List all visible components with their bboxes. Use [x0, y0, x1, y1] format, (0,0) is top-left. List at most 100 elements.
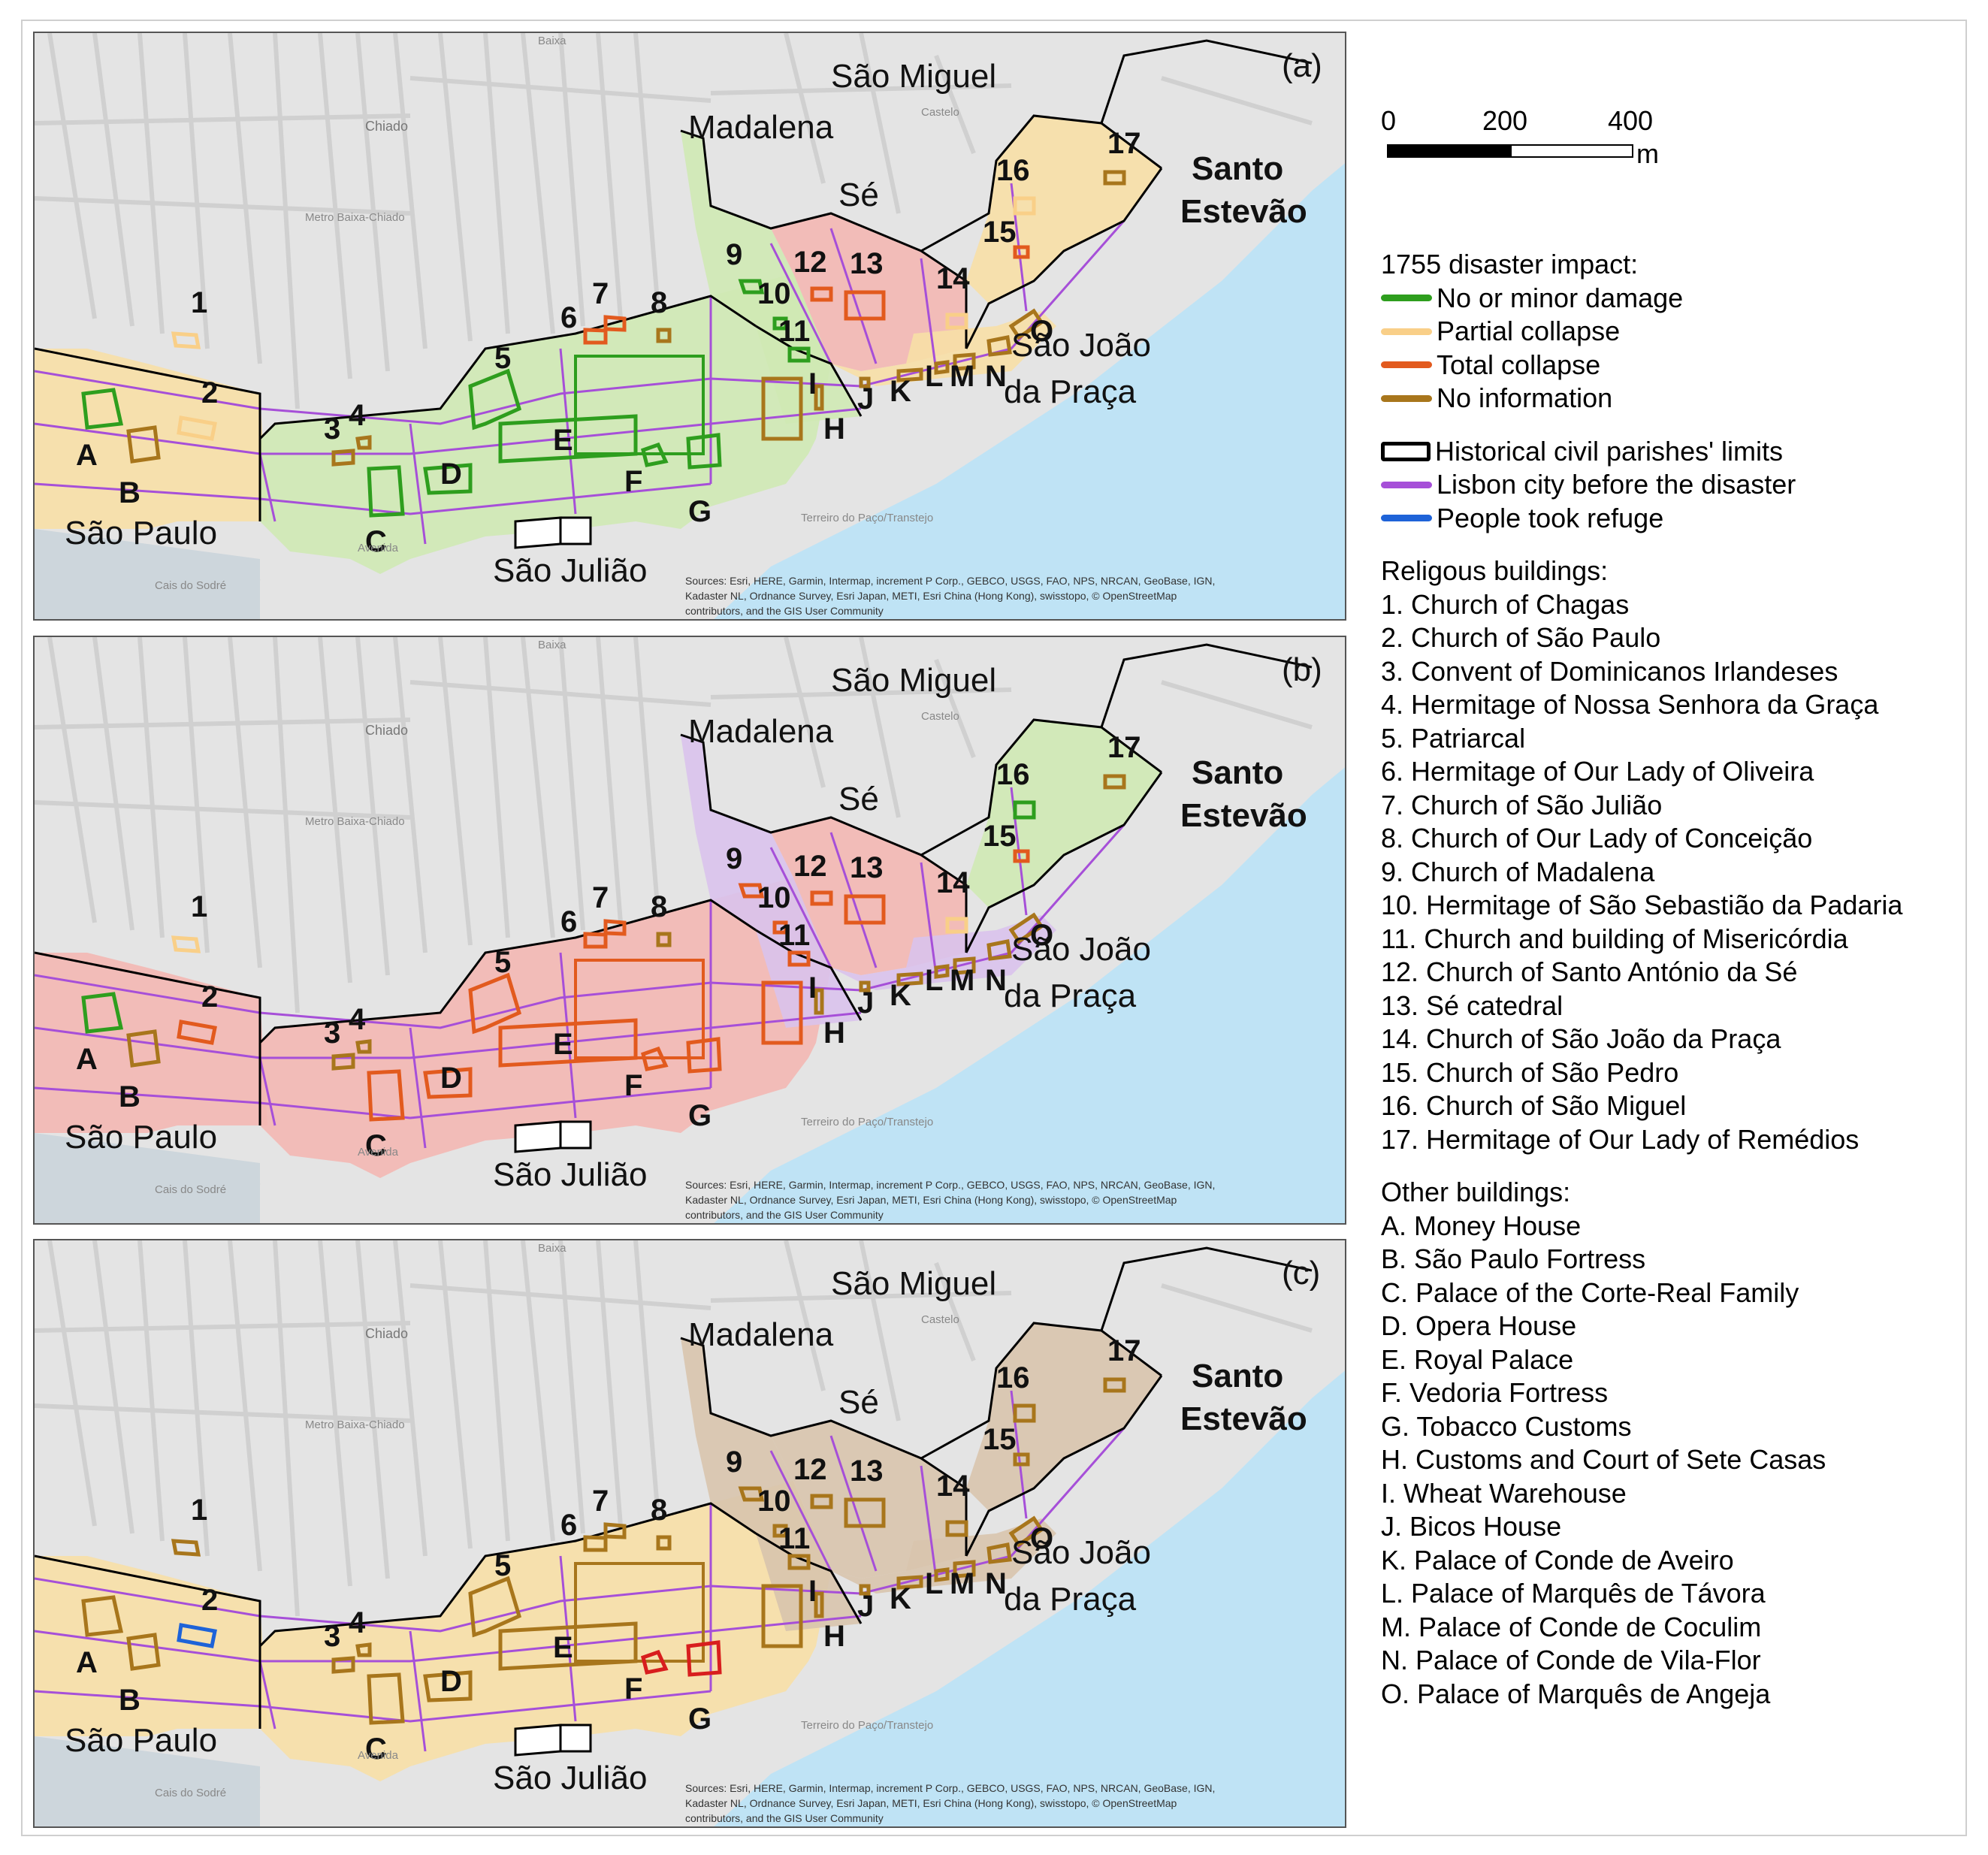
street — [1161, 680, 1313, 730]
building-C — [367, 465, 405, 518]
city-street — [829, 228, 878, 364]
building-label-K: K — [890, 979, 911, 1012]
scale-bar-white — [1510, 144, 1633, 158]
city-street — [258, 1057, 276, 1126]
street — [47, 33, 97, 319]
parish-label: São Paulo — [65, 515, 217, 551]
building-label-8: 8 — [651, 1494, 667, 1527]
basemap-label-chiado: Chiado — [365, 1326, 408, 1341]
legend-impact-item: No information — [1381, 382, 1967, 415]
building-A — [81, 1595, 124, 1637]
legend-impact-item-label: No information — [1437, 382, 1613, 413]
sources-attribution: Kadaster NL, Ordnance Survey, Esri Japan… — [685, 1797, 1177, 1809]
building-label-G: G — [688, 495, 712, 528]
waterfront-building — [559, 516, 592, 545]
legend-religious-item-label: 1. Church of Chagas — [1381, 588, 1630, 620]
building-label-4: 4 — [349, 1606, 366, 1639]
building-label-B: B — [119, 1684, 140, 1717]
waterfront-building — [559, 1120, 592, 1150]
city-street — [829, 832, 878, 968]
building-2 — [177, 1020, 217, 1045]
street — [355, 637, 390, 976]
parish-limit — [755, 1532, 863, 1624]
street — [409, 76, 712, 103]
street — [521, 1240, 555, 1542]
city-street — [35, 1086, 712, 1119]
zone-madalena — [681, 1338, 861, 1631]
building-J — [859, 376, 871, 388]
legend-other-item-label: L. Palace of Marquês de Távora — [1381, 1578, 1766, 1609]
building-17 — [1103, 1377, 1126, 1393]
building-label-11: 11 — [778, 315, 810, 348]
building-4 — [355, 435, 372, 450]
building-6 — [583, 328, 608, 345]
street-grid — [35, 33, 1313, 584]
building-label-J: J — [857, 986, 874, 1020]
legend: 1755 disaster impact: No or minor damage… — [1381, 248, 1967, 1711]
legend-religious-item: 8. Church of Our Lady of Conceição — [1381, 822, 1967, 856]
legend-religious-item: 6. Hermitage of Our Lady of Oliveira — [1381, 755, 1967, 789]
city-street — [559, 1555, 577, 1722]
building-label-C: C — [365, 1129, 387, 1162]
legend-religious-item-label: 7. Church of São Julião — [1381, 789, 1663, 820]
building-label-K: K — [890, 1582, 911, 1615]
legend-other-item: O. Palace of Marquês de Angeja — [1381, 1678, 1967, 1711]
building-H — [761, 376, 803, 441]
sources-attribution: contributors, and the GIS User Community — [685, 1812, 884, 1824]
building-label-I: I — [808, 1575, 817, 1608]
building-5 — [468, 972, 522, 1035]
legend-line-item-label: Lisbon city before the disaster — [1437, 469, 1796, 500]
building-6 — [583, 1535, 608, 1552]
building-7 — [603, 315, 627, 332]
street — [438, 1240, 473, 1549]
building-label-10: 10 — [757, 277, 791, 310]
legend-religious-item-label: 14. Church of São João da Praça — [1381, 1023, 1781, 1054]
parish-limit — [920, 1322, 1162, 1460]
street — [35, 1321, 411, 1333]
city-street — [769, 847, 832, 968]
street — [633, 33, 660, 312]
legend-religious-item: 15. Church of São Pedro — [1381, 1056, 1967, 1090]
parish-label: Estevão — [1180, 797, 1307, 834]
city-street — [920, 1465, 938, 1579]
legend-other-item-label: M. Palace of Conde de Coculim — [1381, 1611, 1762, 1642]
panel-tag-b: (b) — [1282, 651, 1322, 688]
legend-religious-item: 4. Hermitage of Nossa Senhora da Graça — [1381, 688, 1967, 722]
building-label-13: 13 — [850, 851, 884, 884]
legend-other-item: I. Wheat Warehouse — [1381, 1477, 1967, 1511]
legend-other-item-label: K. Palace of Conde de Aveiro — [1381, 1544, 1734, 1576]
parish-label: Santo — [1192, 754, 1283, 791]
basemap-label-baixa: Baixa — [538, 639, 566, 651]
parish-label: Santo — [1192, 150, 1283, 187]
building-label-4: 4 — [349, 399, 366, 432]
building-2 — [177, 1623, 217, 1648]
building-D — [423, 463, 473, 495]
parish-limit — [35, 951, 261, 1125]
basemap-label-metro: Metro Baixa-Chiado — [305, 211, 405, 224]
building-3 — [331, 449, 355, 467]
legend-impact-title: 1755 disaster impact: — [1381, 249, 1639, 279]
zone-madalena — [681, 735, 861, 1028]
building-label-G: G — [688, 1702, 712, 1736]
building-1 — [171, 331, 201, 349]
city-street — [35, 1615, 862, 1663]
building-label-D: D — [440, 1062, 462, 1095]
building-G — [686, 1037, 722, 1074]
sources-attribution: Kadaster NL, Ordnance Survey, Esri Japan… — [685, 590, 1177, 602]
building-B — [126, 425, 161, 464]
parish-label: Madalena — [688, 109, 834, 146]
street — [92, 1240, 134, 1534]
building-F — [641, 1649, 669, 1675]
building-8 — [656, 328, 672, 343]
zone-sao-paulo — [35, 1526, 267, 1736]
sources-attribution: Sources: Esri, HERE, Garmin, Intermap, i… — [685, 575, 1215, 587]
street — [784, 637, 826, 788]
legend-religious-item-label: 10. Hermitage of São Sebastião da Padari… — [1381, 890, 1903, 920]
building-label-H: H — [823, 1620, 845, 1653]
building-G — [686, 433, 722, 470]
building-O — [1008, 912, 1044, 944]
parish-label: São João — [1011, 327, 1151, 364]
parish-limit — [258, 295, 757, 440]
legend-other-item-label: B. São Paulo Fortress — [1381, 1243, 1646, 1274]
